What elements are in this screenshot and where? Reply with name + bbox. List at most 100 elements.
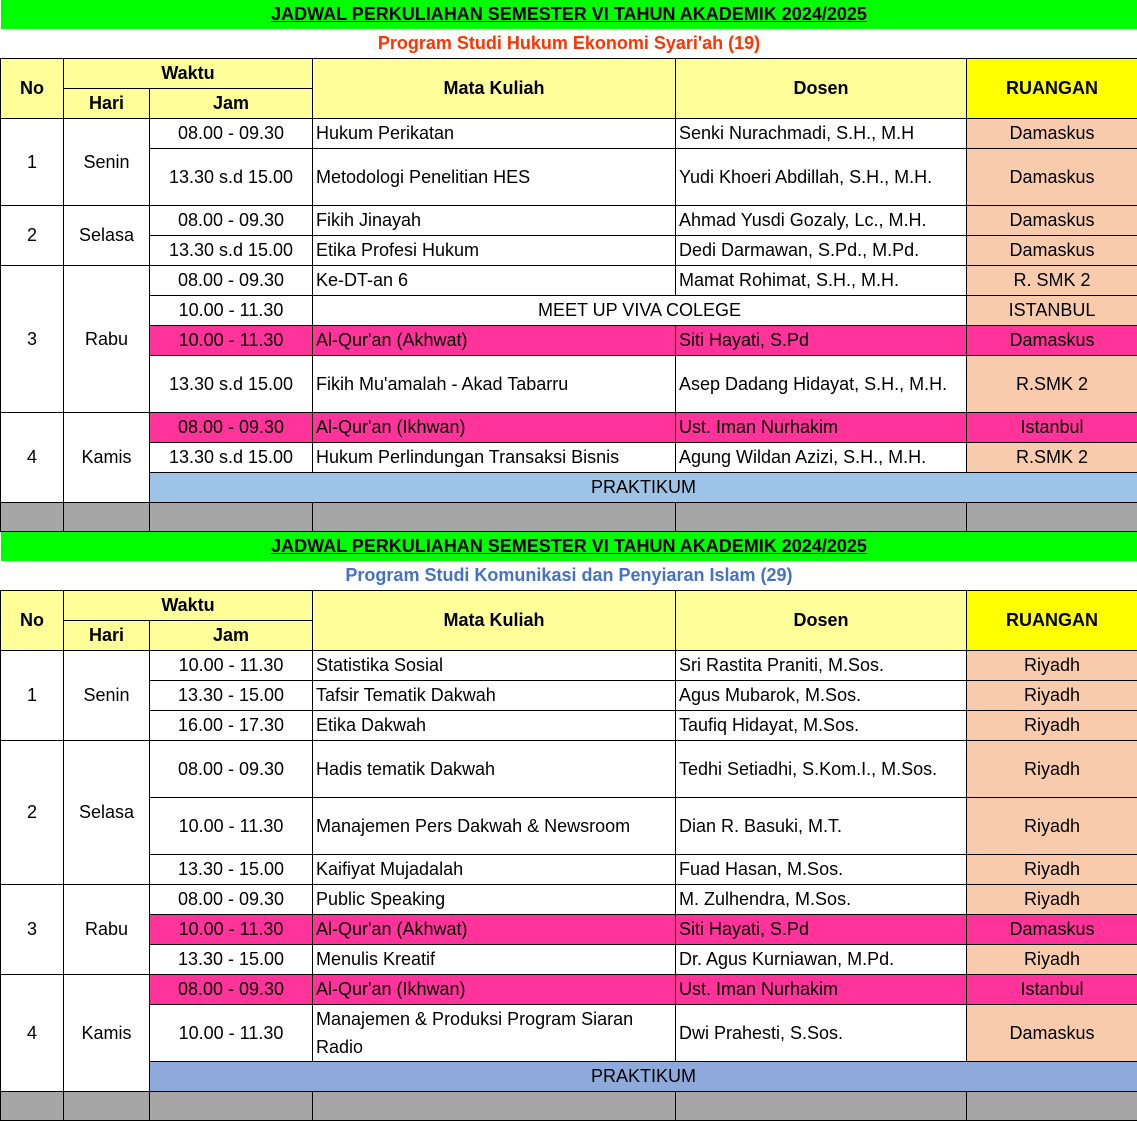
title-row: JADWAL PERKULIAHAN SEMESTER VI TAHUN AKA… [1,532,1137,561]
course-cell: Etika Profesi Hukum [313,236,676,266]
course-cell: Fikih Jinayah [313,206,676,236]
time-cell: 13.30 s.d 15.00 [150,443,313,473]
separator-cell [64,503,150,532]
course-cell: Ke-DT-an 6 [313,266,676,296]
lecturer-cell: Sri Rastita Praniti, M.Sos. [676,651,967,681]
day-number: 2 [1,206,64,266]
separator-cell [1,1092,64,1121]
room-cell: Riyadh [967,711,1137,741]
program-subtitle: Program Studi Komunikasi dan Penyiaran I… [1,561,1137,591]
course-cell: Hadis tematik Dakwah [313,741,676,798]
time-cell: 10.00 - 11.30 [150,326,313,356]
room-cell: R.SMK 2 [967,356,1137,413]
time-cell: 10.00 - 11.30 [150,915,313,945]
time-cell: 10.00 - 11.30 [150,1005,313,1062]
separator-cell [967,1092,1137,1121]
day-name: Kamis [64,413,150,503]
praktikum-cell: PRAKTIKUM [150,1062,1137,1092]
time-cell: 13.30 s.d 15.00 [150,356,313,413]
room-cell: Istanbul [967,975,1137,1005]
program-subtitle: Program Studi Hukum Ekonomi Syari'ah (19… [1,29,1137,59]
lecturer-cell: Mamat Rohimat, S.H., M.H. [676,266,967,296]
time-cell: 13.30 s.d 15.00 [150,149,313,206]
header-ruangan: RUANGAN [967,59,1137,119]
header-no: No [1,591,64,651]
subtitle-row: Program Studi Hukum Ekonomi Syari'ah (19… [1,29,1137,59]
lecturer-cell: Dian R. Basuki, M.T. [676,798,967,855]
lecturer-cell: Senki Nurachmadi, S.H., M.H [676,119,967,149]
room-cell: Damaskus [967,149,1137,206]
lecturer-cell: Dedi Darmawan, S.Pd., M.Pd. [676,236,967,266]
time-cell: 08.00 - 09.30 [150,413,313,443]
schedule-title: JADWAL PERKULIAHAN SEMESTER VI TAHUN AKA… [1,0,1137,29]
room-cell: ISTANBUL [967,296,1137,326]
day-number: 3 [1,885,64,975]
praktikum-row: PRAKTIKUM [1,473,1137,503]
day-name: Selasa [64,741,150,885]
room-cell: Riyadh [967,885,1137,915]
lecturer-cell: Tedhi Setiadhi, S.Kom.I., M.Sos. [676,741,967,798]
time-cell: 10.00 - 11.30 [150,798,313,855]
course-cell: Fikih Mu'amalah - Akad Tabarru [313,356,676,413]
room-cell: Damaskus [967,206,1137,236]
day-number: 1 [1,119,64,206]
course-cell: Statistika Sosial [313,651,676,681]
time-cell: 10.00 - 11.30 [150,296,313,326]
schedule-table-2: JADWAL PERKULIAHAN SEMESTER VI TAHUN AKA… [0,532,1137,1121]
time-cell: 08.00 - 09.30 [150,266,313,296]
course-cell: Tafsir Tematik Dakwah [313,681,676,711]
room-cell: Riyadh [967,945,1137,975]
room-cell: R. SMK 2 [967,266,1137,296]
room-cell: Damaskus [967,1005,1137,1062]
course-cell: Etika Dakwah [313,711,676,741]
header-jam: Jam [150,89,313,119]
room-cell: Riyadh [967,651,1137,681]
room-cell: Damaskus [967,119,1137,149]
header-mata-kuliah: Mata Kuliah [313,59,676,119]
separator-cell [313,503,676,532]
separator-row [1,503,1137,532]
course-cell: Menulis Kreatif [313,945,676,975]
time-cell: 13.30 - 15.00 [150,855,313,885]
header-waktu: Waktu [64,59,313,89]
lecturer-cell: Ust. Iman Nurhakim [676,413,967,443]
time-cell: 08.00 - 09.30 [150,975,313,1005]
time-cell: 13.30 - 15.00 [150,945,313,975]
time-cell: 10.00 - 11.30 [150,651,313,681]
lecturer-cell: Yudi Khoeri Abdillah, S.H., M.H. [676,149,967,206]
day-name: Rabu [64,266,150,413]
day-number: 3 [1,266,64,413]
header-jam: Jam [150,621,313,651]
course-cell: Hukum Perikatan [313,119,676,149]
day-name: Rabu [64,885,150,975]
day-name: Kamis [64,975,150,1092]
course-cell: Al-Qur'an (Akhwat) [313,915,676,945]
day-number: 4 [1,975,64,1092]
room-cell: R.SMK 2 [967,443,1137,473]
day-name: Senin [64,651,150,741]
course-cell: Al-Qur'an (Akhwat) [313,326,676,356]
room-cell: Damaskus [967,326,1137,356]
lecturer-cell: Agus Mubarok, M.Sos. [676,681,967,711]
header-hari: Hari [64,89,150,119]
lecturer-cell: Siti Hayati, S.Pd [676,326,967,356]
